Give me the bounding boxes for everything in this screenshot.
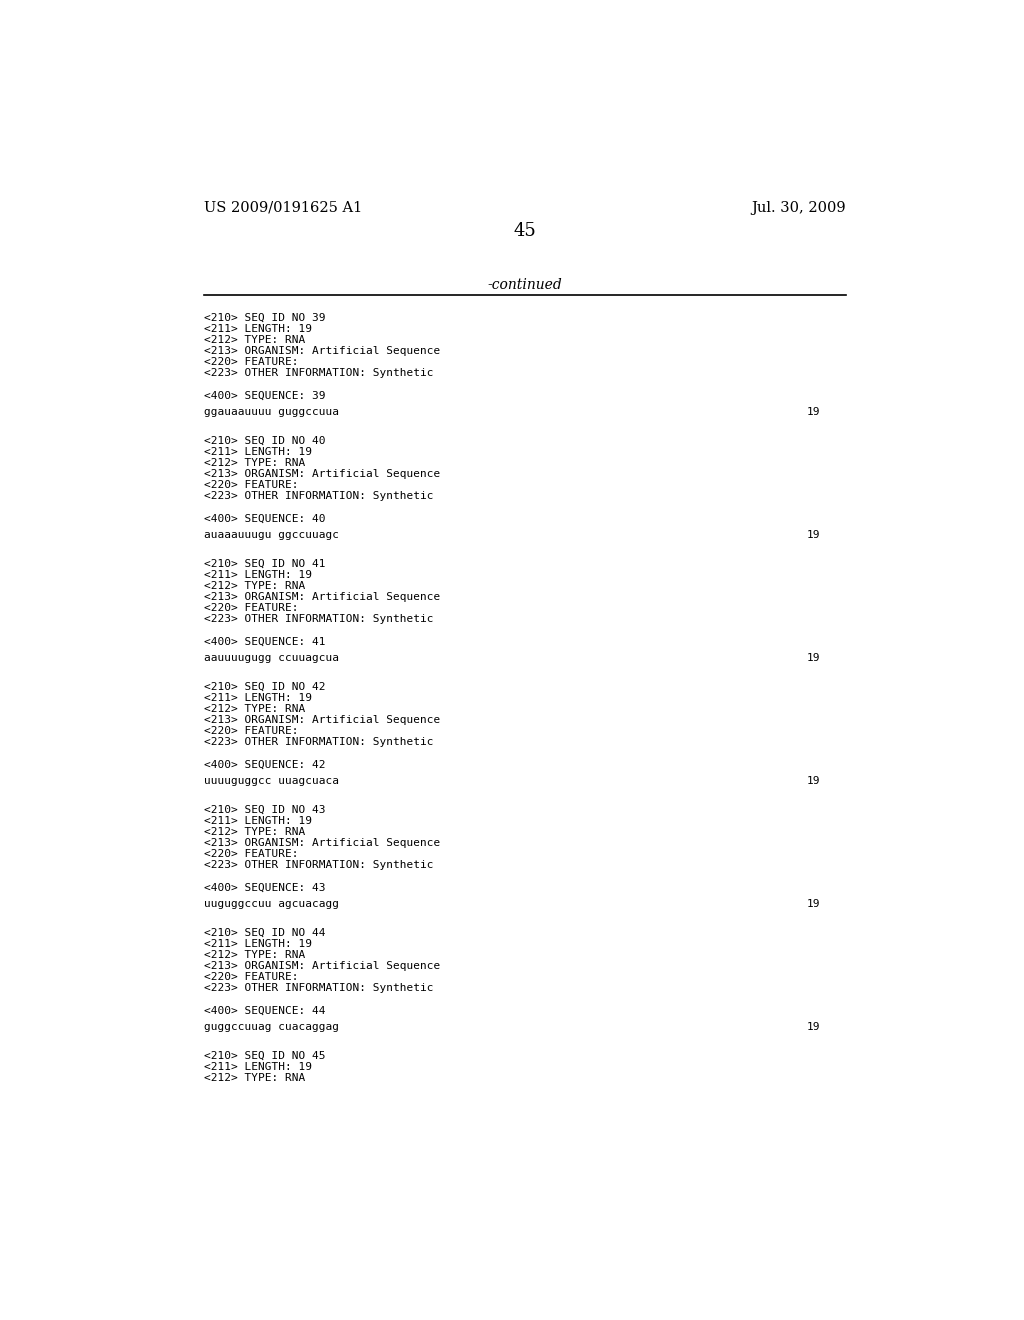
Text: 19: 19 (807, 1022, 820, 1032)
Text: <213> ORGANISM: Artificial Sequence: <213> ORGANISM: Artificial Sequence (204, 469, 440, 479)
Text: <213> ORGANISM: Artificial Sequence: <213> ORGANISM: Artificial Sequence (204, 838, 440, 847)
Text: <400> SEQUENCE: 40: <400> SEQUENCE: 40 (204, 513, 326, 524)
Text: ggauaauuuu guggccuua: ggauaauuuu guggccuua (204, 408, 339, 417)
Text: <210> SEQ ID NO 43: <210> SEQ ID NO 43 (204, 804, 326, 814)
Text: <400> SEQUENCE: 43: <400> SEQUENCE: 43 (204, 883, 326, 892)
Text: auaaauuugu ggccuuagc: auaaauuugu ggccuuagc (204, 531, 339, 540)
Text: <223> OTHER INFORMATION: Synthetic: <223> OTHER INFORMATION: Synthetic (204, 861, 433, 870)
Text: -continued: -continued (487, 277, 562, 292)
Text: <220> FEATURE:: <220> FEATURE: (204, 480, 298, 490)
Text: <213> ORGANISM: Artificial Sequence: <213> ORGANISM: Artificial Sequence (204, 715, 440, 725)
Text: uuguggccuu agcuacagg: uuguggccuu agcuacagg (204, 899, 339, 909)
Text: 19: 19 (807, 531, 820, 540)
Text: <213> ORGANISM: Artificial Sequence: <213> ORGANISM: Artificial Sequence (204, 346, 440, 356)
Text: <210> SEQ ID NO 41: <210> SEQ ID NO 41 (204, 558, 326, 569)
Text: <210> SEQ ID NO 42: <210> SEQ ID NO 42 (204, 681, 326, 692)
Text: <211> LENGTH: 19: <211> LENGTH: 19 (204, 1061, 312, 1072)
Text: <220> FEATURE:: <220> FEATURE: (204, 358, 298, 367)
Text: <213> ORGANISM: Artificial Sequence: <213> ORGANISM: Artificial Sequence (204, 591, 440, 602)
Text: <212> TYPE: RNA: <212> TYPE: RNA (204, 950, 305, 960)
Text: <211> LENGTH: 19: <211> LENGTH: 19 (204, 569, 312, 579)
Text: <212> TYPE: RNA: <212> TYPE: RNA (204, 458, 305, 467)
Text: 19: 19 (807, 653, 820, 664)
Text: US 2009/0191625 A1: US 2009/0191625 A1 (204, 201, 362, 215)
Text: <220> FEATURE:: <220> FEATURE: (204, 972, 298, 982)
Text: Jul. 30, 2009: Jul. 30, 2009 (751, 201, 846, 215)
Text: <212> TYPE: RNA: <212> TYPE: RNA (204, 704, 305, 714)
Text: <400> SEQUENCE: 41: <400> SEQUENCE: 41 (204, 636, 326, 647)
Text: <223> OTHER INFORMATION: Synthetic: <223> OTHER INFORMATION: Synthetic (204, 983, 433, 993)
Text: <211> LENGTH: 19: <211> LENGTH: 19 (204, 939, 312, 949)
Text: <210> SEQ ID NO 45: <210> SEQ ID NO 45 (204, 1051, 326, 1060)
Text: <212> TYPE: RNA: <212> TYPE: RNA (204, 826, 305, 837)
Text: <400> SEQUENCE: 44: <400> SEQUENCE: 44 (204, 1006, 326, 1015)
Text: <210> SEQ ID NO 40: <210> SEQ ID NO 40 (204, 436, 326, 445)
Text: <213> ORGANISM: Artificial Sequence: <213> ORGANISM: Artificial Sequence (204, 961, 440, 972)
Text: <210> SEQ ID NO 39: <210> SEQ ID NO 39 (204, 313, 326, 322)
Text: <220> FEATURE:: <220> FEATURE: (204, 849, 298, 859)
Text: <210> SEQ ID NO 44: <210> SEQ ID NO 44 (204, 928, 326, 937)
Text: <400> SEQUENCE: 42: <400> SEQUENCE: 42 (204, 759, 326, 770)
Text: <212> TYPE: RNA: <212> TYPE: RNA (204, 581, 305, 591)
Text: <223> OTHER INFORMATION: Synthetic: <223> OTHER INFORMATION: Synthetic (204, 738, 433, 747)
Text: uuuuguggcc uuagcuaca: uuuuguggcc uuagcuaca (204, 776, 339, 787)
Text: <211> LENGTH: 19: <211> LENGTH: 19 (204, 323, 312, 334)
Text: guggccuuag cuacaggag: guggccuuag cuacaggag (204, 1022, 339, 1032)
Text: <211> LENGTH: 19: <211> LENGTH: 19 (204, 446, 312, 457)
Text: 19: 19 (807, 899, 820, 909)
Text: <212> TYPE: RNA: <212> TYPE: RNA (204, 1073, 305, 1082)
Text: <220> FEATURE:: <220> FEATURE: (204, 603, 298, 612)
Text: <220> FEATURE:: <220> FEATURE: (204, 726, 298, 737)
Text: 19: 19 (807, 776, 820, 787)
Text: <400> SEQUENCE: 39: <400> SEQUENCE: 39 (204, 391, 326, 400)
Text: <212> TYPE: RNA: <212> TYPE: RNA (204, 335, 305, 345)
Text: <211> LENGTH: 19: <211> LENGTH: 19 (204, 693, 312, 702)
Text: <223> OTHER INFORMATION: Synthetic: <223> OTHER INFORMATION: Synthetic (204, 614, 433, 624)
Text: <223> OTHER INFORMATION: Synthetic: <223> OTHER INFORMATION: Synthetic (204, 368, 433, 379)
Text: 45: 45 (513, 222, 537, 239)
Text: 19: 19 (807, 408, 820, 417)
Text: aauuuugugg ccuuagcua: aauuuugugg ccuuagcua (204, 653, 339, 664)
Text: <211> LENGTH: 19: <211> LENGTH: 19 (204, 816, 312, 825)
Text: <223> OTHER INFORMATION: Synthetic: <223> OTHER INFORMATION: Synthetic (204, 491, 433, 502)
